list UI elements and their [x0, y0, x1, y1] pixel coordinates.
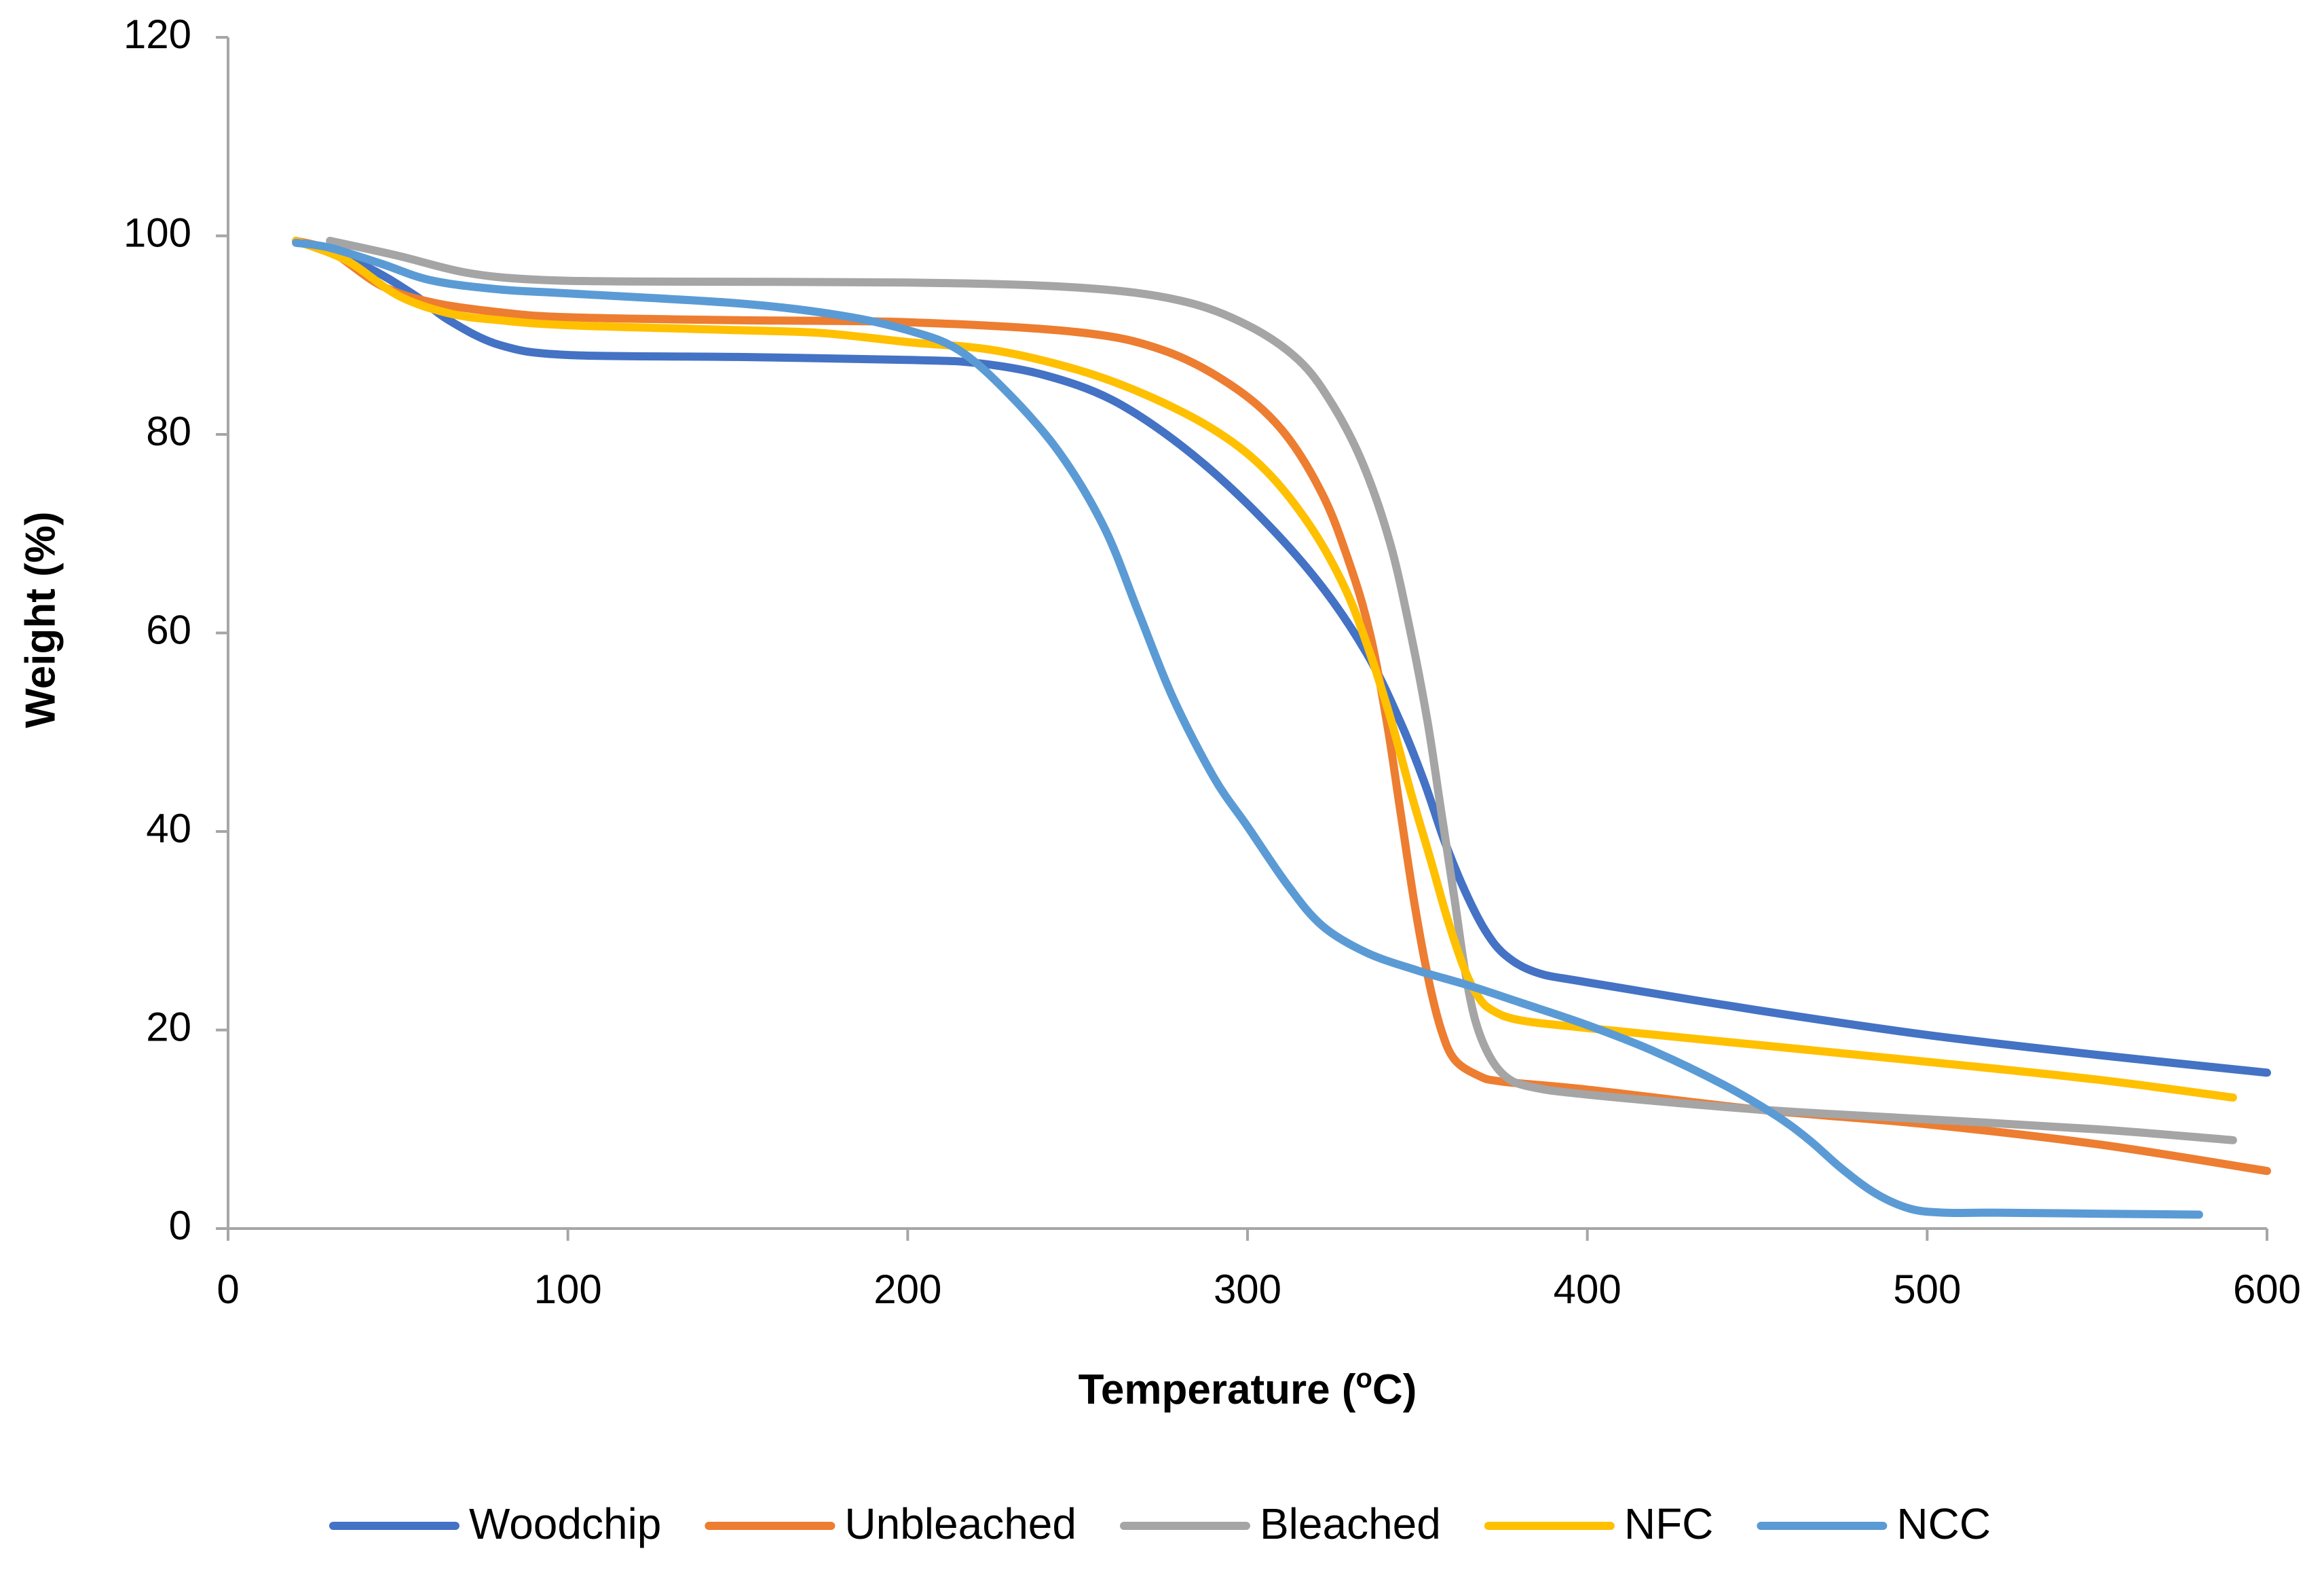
y-tick-label: 40 — [146, 806, 191, 851]
y-tick-label: 60 — [146, 607, 191, 652]
y-tick-label: 120 — [124, 12, 191, 57]
legend-label-ncc: NCC — [1896, 1499, 1991, 1548]
x-axis-title-main: Temperature ( — [1079, 1366, 1356, 1413]
legend-item-bleached: Bleached — [1119, 1499, 1441, 1548]
x-axis-title-end: C) — [1372, 1366, 1417, 1413]
legend-item-woodchip: Woodchip — [329, 1499, 661, 1548]
x-axis-title-superscript: o — [1355, 1364, 1372, 1393]
legend-label-woodchip: Woodchip — [469, 1499, 661, 1548]
series-line-woodchip — [292, 236, 2271, 1077]
series-line-bleached — [326, 236, 2237, 1144]
legend-label-nfc: NFC — [1624, 1499, 1714, 1548]
legend-label-unbleached: Unbleached — [844, 1499, 1076, 1548]
legend-item-ncc: NCC — [1757, 1499, 1991, 1548]
x-tick-label: 100 — [534, 1267, 602, 1312]
x-tick-label: 600 — [2233, 1267, 2301, 1312]
y-tick-label: 20 — [146, 1004, 191, 1049]
y-tick-label: 80 — [146, 409, 191, 454]
series-line-ncc — [292, 238, 2203, 1219]
x-tick-label: 400 — [1554, 1267, 1622, 1312]
ticks: 0 20 40 60 80 100 120 0 100 200 300 400 500 600 — [124, 12, 2301, 1312]
y-tick-label: 0 — [169, 1203, 191, 1248]
x-tick-label: 300 — [1214, 1267, 1281, 1312]
axes — [227, 37, 2267, 1230]
series-lines — [292, 236, 2271, 1219]
y-tick-label: 100 — [124, 210, 191, 255]
x-axis-title: Temperature (oC) — [1079, 1364, 1417, 1413]
x-tick-label: 500 — [1893, 1267, 1961, 1312]
x-tick-label: 200 — [874, 1267, 941, 1312]
x-tick-label: 0 — [217, 1267, 239, 1312]
legend-label-bleached: Bleached — [1260, 1499, 1441, 1548]
series-line-nfc — [292, 236, 2237, 1102]
legend-item-nfc: NFC — [1484, 1499, 1714, 1548]
series-line-unbleached — [292, 236, 2271, 1176]
y-axis-title: Weight (%) — [17, 511, 64, 728]
legend-item-unbleached: Unbleached — [705, 1499, 1076, 1548]
legend: Woodchip Unbleached Bleached NFC NCC — [329, 1499, 1991, 1548]
